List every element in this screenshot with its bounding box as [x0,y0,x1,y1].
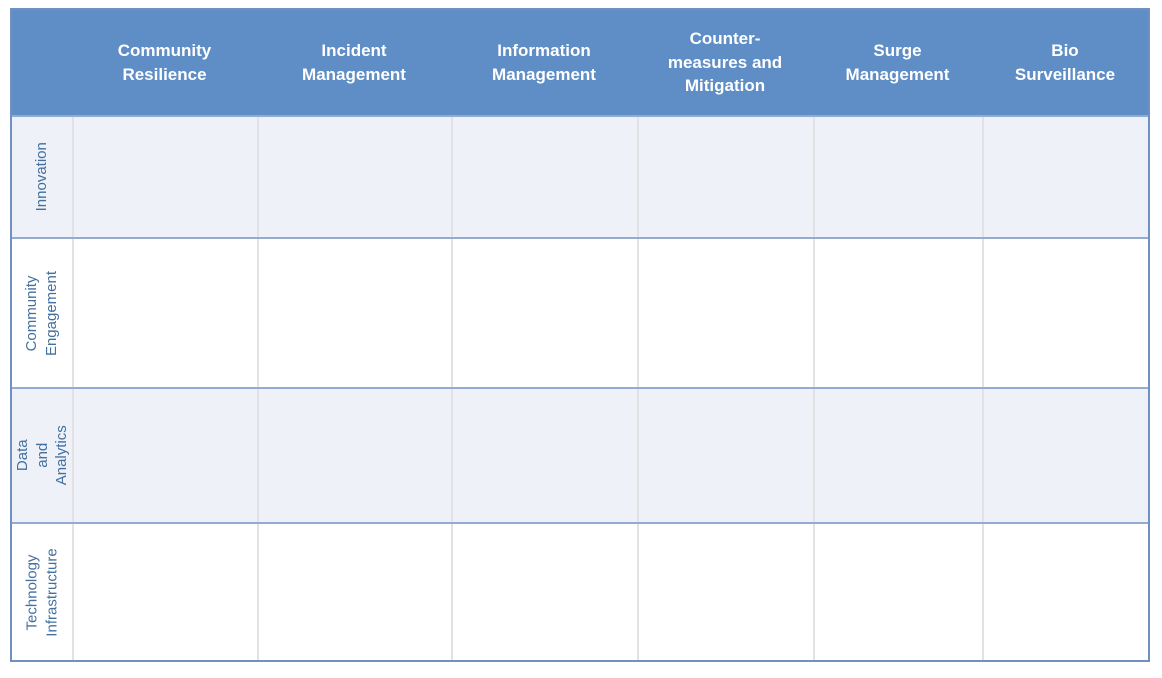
table-row-technology-infrastructure: Technology Infrastructure [12,522,1148,660]
matrix-cell [451,389,637,522]
matrix-cell [813,239,982,387]
row-label-text: Community Engagement [23,270,61,356]
row-label-community-engagement: Community Engagement [12,239,72,387]
table-row-community-engagement: Community Engagement [12,237,1148,387]
matrix-cell [257,524,451,660]
matrix-cell [982,524,1148,660]
column-header-information-management: Information Management [492,40,596,84]
matrix-cell [982,239,1148,387]
matrix-cell [72,389,257,522]
matrix-cell [257,239,451,387]
column-header-surge-management: Surge Management [845,40,950,84]
column-header-bio-surveillance: Bio Surveillance [1014,40,1116,84]
row-label-text: Technology Infrastructure [23,547,61,637]
matrix-cell [813,389,982,522]
row-label-innovation: Innovation [12,117,72,237]
matrix-cell [451,117,637,237]
matrix-cell [72,524,257,660]
matrix-cell [637,389,813,522]
matrix-cell [813,524,982,660]
row-label-text: Innovation [33,142,51,212]
matrix-cell [813,117,982,237]
matrix-cell [982,117,1148,237]
matrix-cell [637,117,813,237]
matrix-cell [451,524,637,660]
column-header-community-resilience: Community Resilience [117,40,212,84]
matrix-cell [72,117,257,237]
header-row: Community Resilience Incident Management… [12,10,1148,115]
matrix-cell [451,239,637,387]
matrix-cell [72,239,257,387]
matrix-cell [257,117,451,237]
row-label-data-and-analytics: Data and Analytics [12,389,72,522]
matrix-cell [982,389,1148,522]
table-row-data-and-analytics: Data and Analytics [12,387,1148,522]
matrix-cell [637,239,813,387]
matrix-cell [257,389,451,522]
corner-cell [12,10,72,115]
row-label-text: Data and Analytics [13,425,70,486]
matrix-cell [637,524,813,660]
row-label-technology-infrastructure: Technology Infrastructure [12,524,72,660]
column-header-countermeasures-and-mitigation: Counter- measures and Mitigation [667,28,783,96]
table-row-innovation: Innovation [12,115,1148,237]
capability-matrix-table: Community Resilience Incident Management… [10,8,1150,662]
column-header-incident-management: Incident Management [302,40,406,84]
